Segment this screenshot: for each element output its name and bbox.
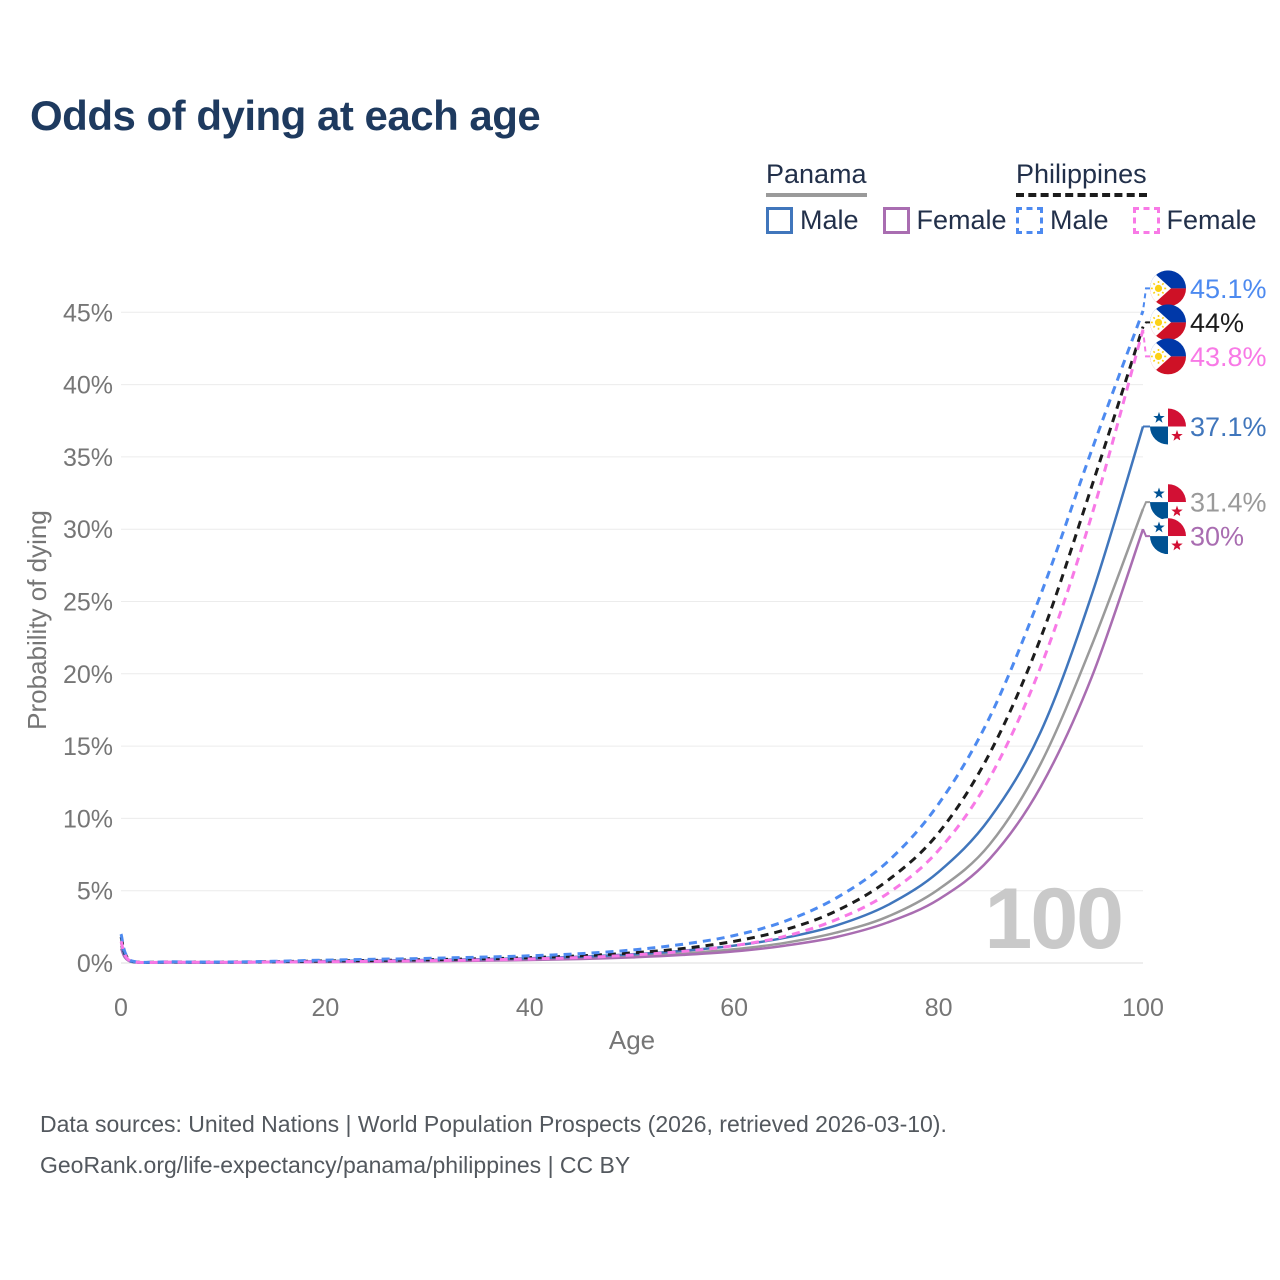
age-counter-watermark: 100: [985, 871, 1123, 967]
series-line-philippines-male[interactable]: [119, 310, 1145, 964]
x-tick-label: 100: [1122, 994, 1164, 1022]
watermark-layer: 100: [985, 871, 1125, 967]
legend-item-label: Female: [916, 205, 1007, 235]
x-tick-label: 20: [311, 994, 339, 1022]
y-tick-label: 45%: [63, 299, 113, 327]
legend-group-panama: Panama Male Female: [766, 160, 1007, 236]
series-line-philippines-female[interactable]: [119, 329, 1145, 965]
legend-item-panama-female[interactable]: Female: [882, 205, 1007, 236]
end-value-label-philippines-male: 45.1%: [1190, 274, 1267, 304]
series-line-philippines-total[interactable]: [119, 326, 1145, 964]
y-tick-label: 40%: [63, 372, 113, 400]
end-label-connector-panama-total: [1142, 501, 1150, 510]
axis-layer: 0% 5% 10% 15% 20% 25% 30% 35% 40% 45% 0 20 40 60 80 100…: [22, 299, 1164, 1055]
panama-female-swatch-icon: [882, 207, 910, 234]
panama-flag-icon: [1150, 409, 1186, 445]
philippines-male-swatch-icon: [1016, 207, 1043, 234]
end-value-label-philippines-female: 43.8%: [1190, 342, 1267, 372]
legend-group-philippines: Philippines Male Female: [1016, 160, 1257, 236]
legend-items-panama: Male Female: [766, 205, 1007, 236]
footer-attribution: GeoRank.org/life-expectancy/panama/phili…: [40, 1152, 631, 1178]
philippines-flag-icon: [1150, 269, 1186, 307]
philippines-female-swatch-icon: [1132, 207, 1160, 234]
end-value-label-panama-male: 37.1%: [1190, 412, 1267, 442]
y-tick-label: 35%: [63, 444, 113, 472]
legend-items-philippines: Male Female: [1016, 205, 1257, 236]
end-value-label-panama-female: 30%: [1190, 522, 1244, 552]
x-tick-label: 60: [720, 994, 748, 1022]
y-tick-label: 0%: [77, 950, 113, 978]
footer: Data sources: United Nations | World Pop…: [40, 1104, 947, 1186]
panama-flag-icon: [1150, 484, 1186, 520]
end-value-label-philippines-total: 44%: [1190, 308, 1244, 338]
end-label-connector-philippines-female: [1142, 329, 1150, 358]
philippines-flag-icon: [1150, 337, 1186, 375]
legend-item-philippines-female[interactable]: Female: [1132, 205, 1257, 236]
panama-flag-icon: [1150, 518, 1186, 554]
x-tick-label: 40: [516, 994, 544, 1022]
end-value-label-panama-total: 31.4%: [1190, 488, 1267, 518]
end-label-layer: 45.1% 44% 43.8% 37.1% 31.4% 30%: [1142, 269, 1267, 554]
y-tick-label: 25%: [63, 589, 113, 617]
x-tick-label: 80: [925, 994, 953, 1022]
legend-item-label: Male: [1050, 205, 1109, 235]
x-tick-label: 0: [114, 994, 128, 1022]
legend-item-panama-male[interactable]: Male: [766, 205, 859, 236]
end-label-connector-panama-female: [1142, 528, 1150, 538]
page-title: Odds of dying at each age: [30, 92, 541, 139]
footer-data-sources: Data sources: United Nations | World Pop…: [40, 1111, 947, 1137]
legend-item-label: Female: [1166, 205, 1257, 235]
legend-item-philippines-male[interactable]: Male: [1016, 205, 1109, 236]
y-tick-label: 10%: [63, 805, 113, 833]
y-axis-title: Probability of dying: [22, 510, 52, 730]
legend-group-title-philippines[interactable]: Philippines: [1016, 160, 1147, 197]
legend-group-title-panama[interactable]: Panama: [766, 160, 867, 197]
y-tick-label: 30%: [63, 516, 113, 544]
grid-layer: [121, 311, 1143, 964]
end-label-connector-philippines-total: [1142, 321, 1150, 328]
y-tick-label: 15%: [63, 733, 113, 761]
philippines-flag-icon: [1150, 303, 1186, 341]
series-layer: [119, 310, 1145, 965]
y-tick-label: 5%: [77, 878, 113, 906]
x-axis-title: Age: [609, 1025, 655, 1055]
y-tick-label: 20%: [63, 661, 113, 689]
end-label-connector-philippines-male: [1142, 287, 1150, 312]
panama-male-swatch-icon: [766, 207, 793, 234]
legend-item-label: Male: [800, 205, 859, 235]
